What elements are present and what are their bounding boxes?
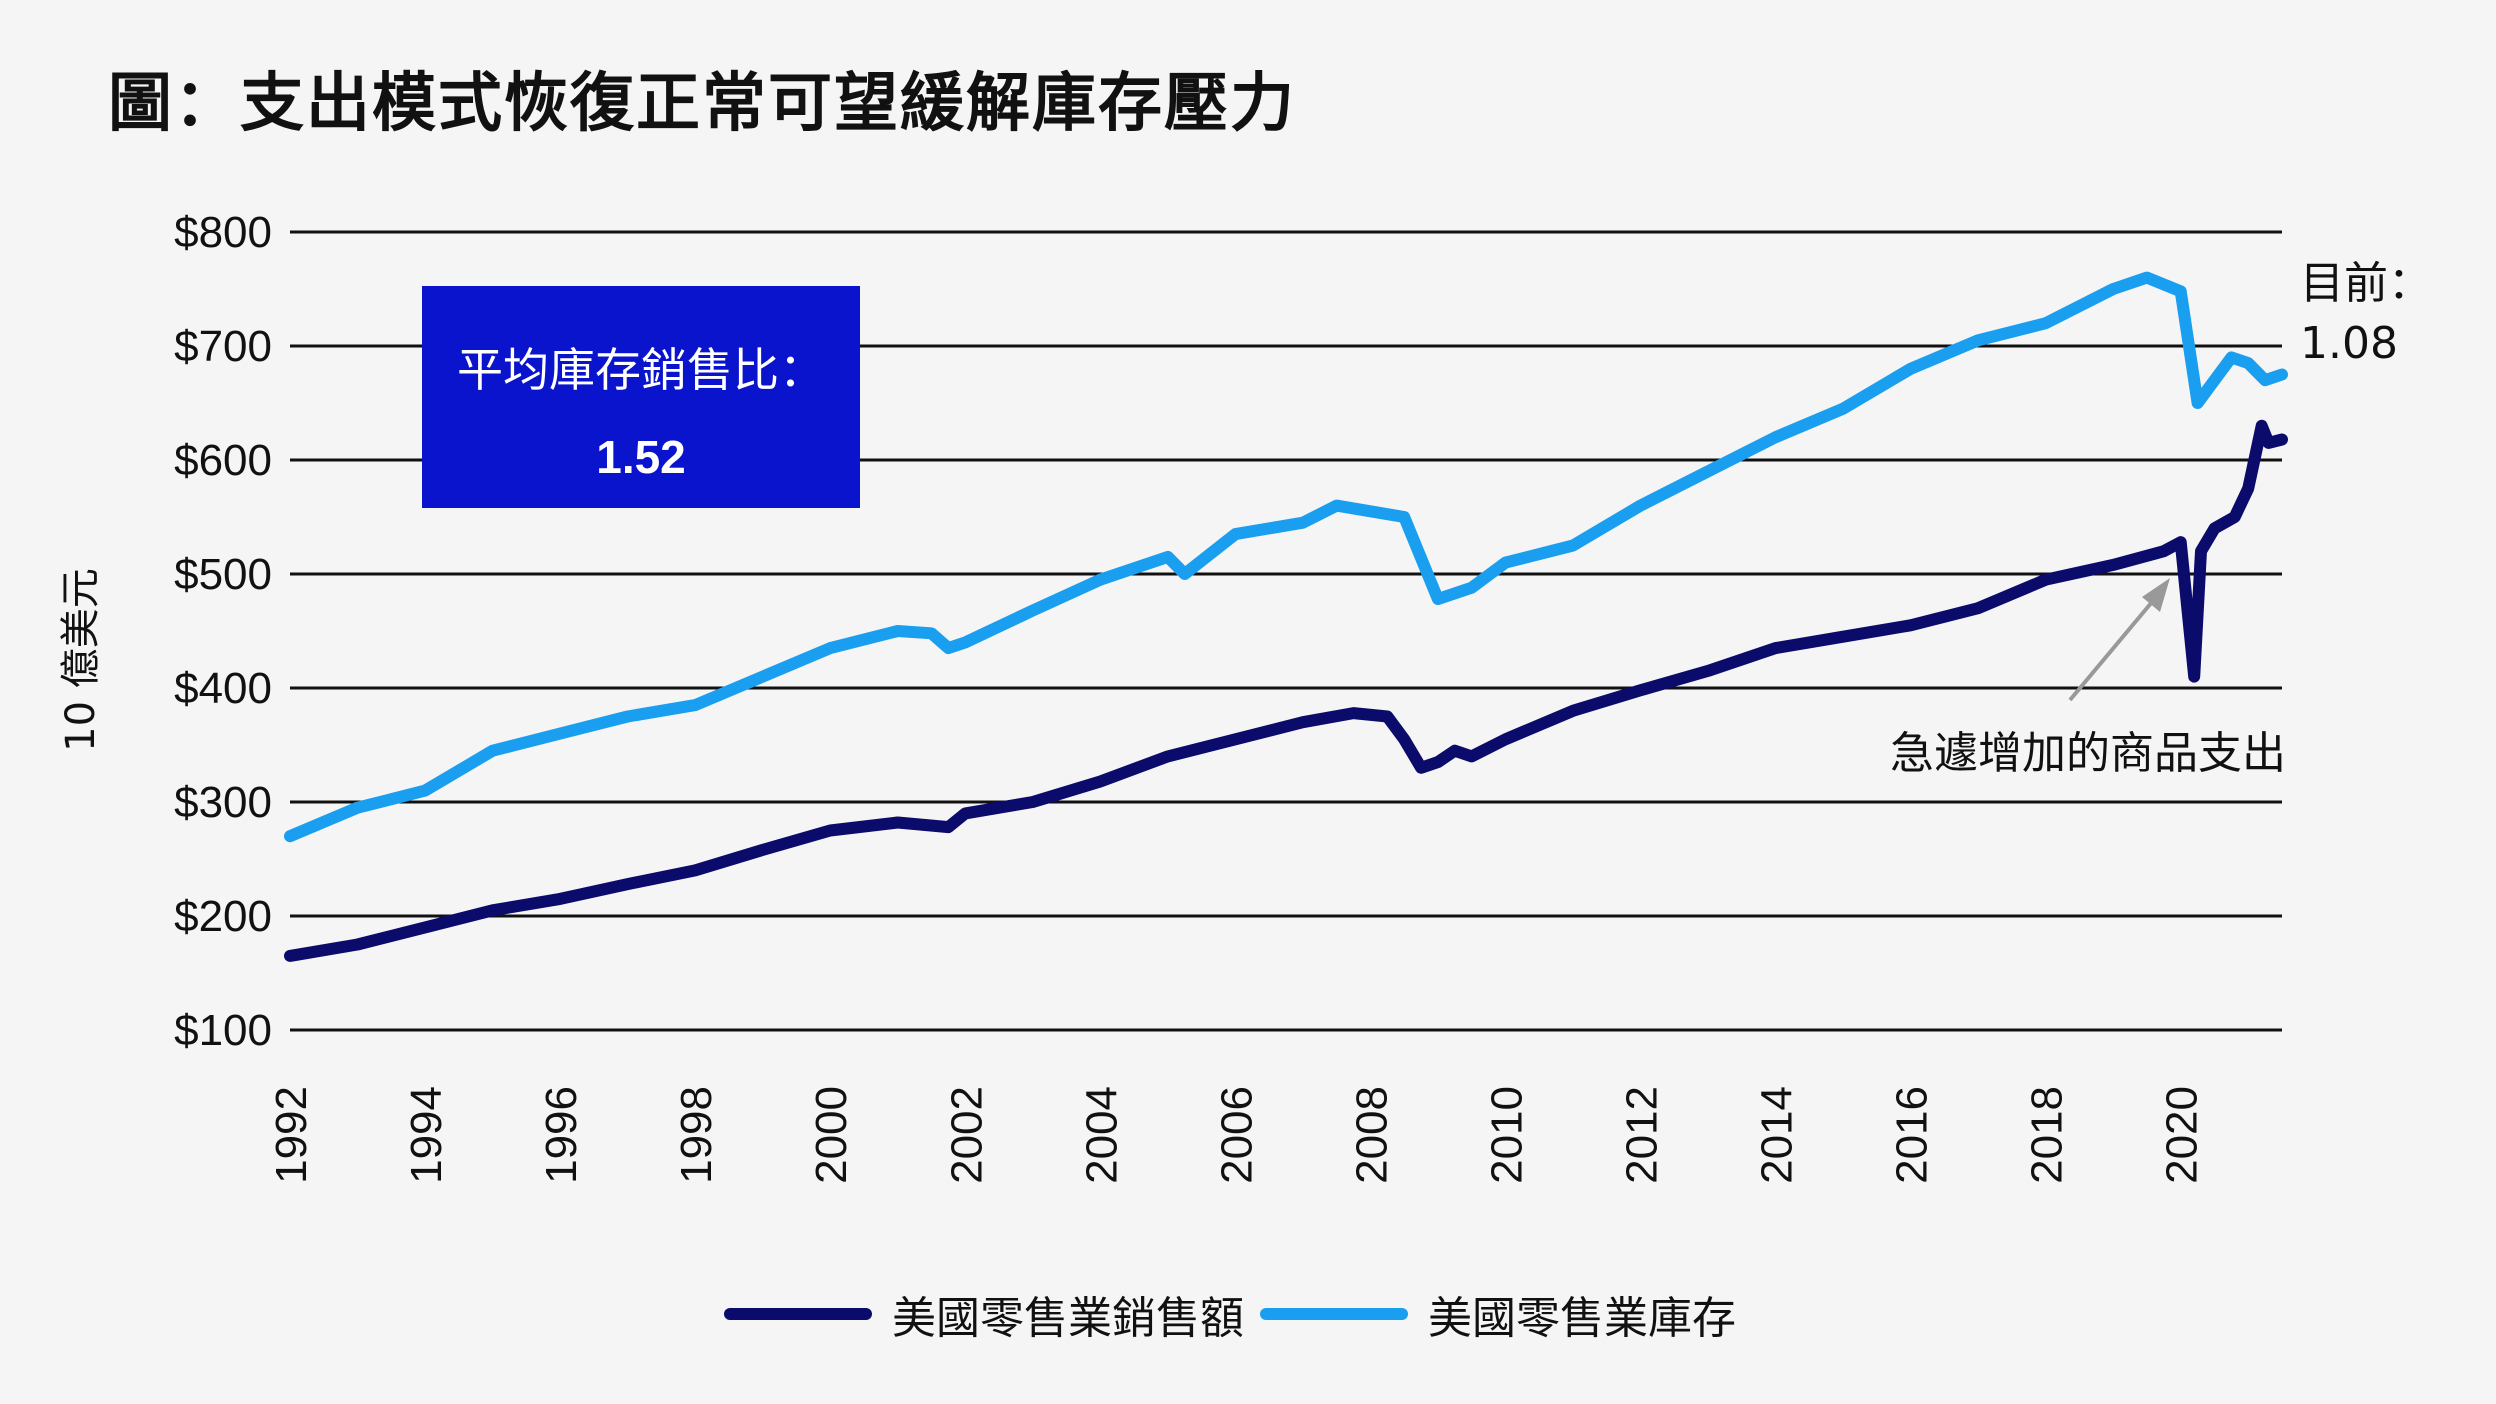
- legend-swatch-inventory: [1260, 1308, 1408, 1320]
- x-tick-label: 2020: [2158, 1086, 2207, 1184]
- legend-label-sales: 美國零售業銷售額: [892, 1293, 1244, 1344]
- x-tick-label: 1992: [267, 1086, 316, 1184]
- x-tick-label: 2000: [807, 1086, 856, 1184]
- x-tick-label: 2018: [2023, 1086, 2072, 1184]
- y-tick-label: $100: [174, 1006, 272, 1055]
- y-tick-label: $200: [174, 892, 272, 941]
- x-tick-label: 2014: [1753, 1086, 1802, 1184]
- annotation-arrow: [2068, 600, 2154, 702]
- x-tick-label: 2016: [1888, 1086, 1937, 1184]
- y-tick-label: $700: [174, 322, 272, 371]
- x-tick-label: 2002: [942, 1086, 991, 1184]
- series-line-sales: [284, 419, 2288, 962]
- current-ratio-label: 目前：: [2300, 258, 2432, 309]
- x-tick-label: 2006: [1212, 1086, 1261, 1184]
- average-ratio-label: 平均庫存銷售比：: [457, 343, 825, 397]
- legend: 美國零售業銷售額 美國零售業庫存: [724, 1284, 1752, 1344]
- x-tick-label: 2004: [1077, 1086, 1126, 1184]
- x-tick-label: 2010: [1482, 1086, 1531, 1184]
- legend-item-inventory: 美國零售業庫存: [1260, 1282, 1736, 1346]
- y-tick-label: $400: [174, 664, 272, 713]
- average-ratio-value: 1.52: [596, 431, 686, 483]
- y-tick-label: $800: [174, 208, 272, 257]
- y-tick-label: $300: [174, 778, 272, 827]
- legend-label-inventory: 美國零售業庫存: [1428, 1293, 1736, 1344]
- legend-item-sales: 美國零售業銷售額: [724, 1282, 1244, 1346]
- annotation-arrowhead: [2142, 578, 2170, 612]
- annotation-label: 急遽增加的商品支出: [1890, 728, 2286, 779]
- x-tick-label: 1998: [672, 1086, 721, 1184]
- y-axis-label: 10 億美元: [58, 568, 104, 752]
- x-tick-label: 1996: [537, 1086, 586, 1184]
- y-tick-label: $600: [174, 436, 272, 485]
- average-ratio-box: 平均庫存銷售比： 1.52: [422, 286, 860, 508]
- y-tick-label: $500: [174, 550, 272, 599]
- x-tick-label: 2008: [1347, 1086, 1396, 1184]
- legend-swatch-sales: [724, 1308, 872, 1320]
- current-ratio-value: 1.08: [2300, 318, 2398, 369]
- chart-title: 圖：支出模式恢復正常可望緩解庫存壓力: [108, 67, 1296, 139]
- x-tick-label: 1994: [402, 1086, 451, 1184]
- series-line-inventory: [284, 271, 2288, 843]
- x-tick-label: 2012: [1618, 1086, 1667, 1184]
